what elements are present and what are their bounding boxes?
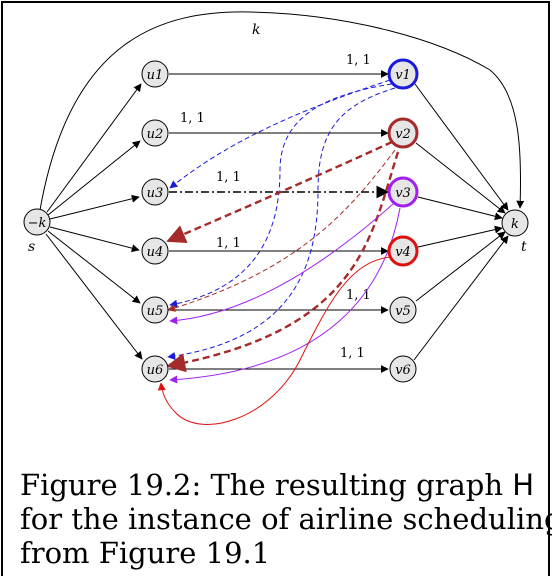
flight-label-5: 1, 1 — [346, 288, 371, 303]
node-u3: u3 — [141, 178, 169, 206]
node-u6-label: u6 — [147, 363, 164, 378]
node-u3-label: u3 — [147, 186, 164, 201]
node-u1-label: u1 — [147, 68, 164, 83]
node-u2: u2 — [141, 119, 169, 147]
flight-label-3: 1, 1 — [216, 170, 241, 185]
edge-v5-t — [415, 231, 506, 302]
node-u1: u1 — [141, 60, 169, 88]
edge-s-u4 — [49, 226, 140, 253]
sink-node: k — [501, 209, 529, 237]
edge-v2-u5-brown — [167, 149, 396, 312]
edge-s-t — [39, 11, 525, 211]
edge-v4-t — [417, 225, 503, 248]
node-u5-label: u5 — [147, 304, 164, 319]
node-v2-label: v2 — [395, 127, 411, 142]
source-label: s — [28, 239, 35, 255]
edge-v3-u6-purple — [169, 207, 401, 384]
edge-v2-t — [415, 142, 506, 214]
caption-line-1-text: Figure 19.2: The resulting graph — [20, 468, 513, 502]
node-v2: v2 — [387, 117, 419, 149]
edge-s-u6 — [45, 233, 143, 360]
figure-caption: Figure 19.2: The resulting graph H for t… — [20, 468, 552, 570]
node-v6-label: v6 — [395, 363, 411, 378]
node-u5: u5 — [141, 296, 169, 324]
edge-v1-t — [414, 83, 509, 211]
source-node: −k — [23, 208, 51, 236]
edge-s-u2 — [47, 140, 141, 216]
node-v3-label: v3 — [395, 186, 411, 201]
edge-v1-u6-blue — [167, 87, 396, 360]
edge-v6-t — [413, 235, 509, 361]
edge-v4-u6-red — [157, 256, 391, 425]
flight-label-6: 1, 1 — [340, 346, 365, 361]
node-u2-label: u2 — [147, 127, 164, 142]
node-v5: v5 — [389, 296, 417, 324]
node-v4: v4 — [387, 235, 419, 267]
sink-label: t — [521, 239, 527, 255]
edge-v3-t — [417, 196, 503, 221]
caption-graph-symbol: H — [512, 468, 535, 502]
node-u6: u6 — [141, 355, 169, 383]
caption-line-2: for the instance of airline scheduling — [20, 502, 552, 536]
edge-s-u1 — [46, 83, 142, 213]
node-v5-label: v5 — [395, 304, 411, 319]
flight-label-1: 1, 1 — [346, 53, 371, 68]
edge-s-u3 — [49, 194, 140, 220]
node-v1-label: v1 — [395, 68, 411, 83]
edge-v3-u5-purple — [169, 203, 394, 325]
source-demand: −k — [28, 216, 47, 231]
top-edge-label: k — [252, 22, 260, 38]
edge-v1-u3-blue — [169, 79, 391, 189]
flight-label-4: 1, 1 — [216, 236, 241, 251]
edge-v1-u5-blue — [169, 83, 393, 308]
sink-demand: k — [511, 217, 519, 232]
node-v1: v1 — [387, 58, 419, 90]
node-v4-label: v4 — [395, 245, 411, 260]
node-u4: u4 — [141, 237, 169, 265]
edge-v2-u4-brown — [166, 140, 393, 243]
edge-v2-u6-brown — [166, 151, 400, 373]
caption-line-3: from Figure 19.1 — [20, 536, 271, 570]
flight-label-2: 1, 1 — [180, 111, 205, 126]
node-v6: v6 — [389, 355, 417, 383]
caption-line-1: Figure 19.2: The resulting graph H — [20, 468, 548, 502]
node-u4-label: u4 — [147, 245, 164, 260]
edge-s-u5 — [47, 230, 141, 304]
node-v3: v3 — [387, 176, 419, 208]
